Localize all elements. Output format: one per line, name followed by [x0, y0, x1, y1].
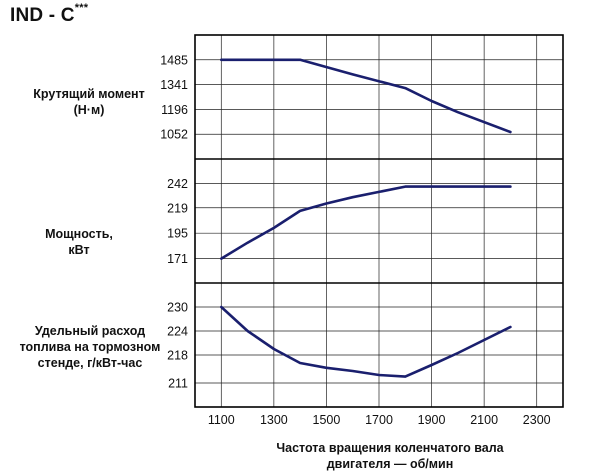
- fuel-label-line2: топлива на тормозном: [19, 340, 161, 354]
- page-title: IND - C***: [10, 2, 89, 27]
- fuel-label-line1: Удельный расход: [34, 324, 146, 338]
- torque-label-line2: (Н·м): [73, 103, 105, 117]
- y-tick-label: 219: [167, 201, 188, 215]
- power-series-line: [220, 185, 512, 260]
- x-tick-label: 1100: [208, 413, 235, 427]
- x-tick-label: 1700: [365, 413, 393, 427]
- fuel-label-line3: стенде, г/кВт-час: [37, 356, 143, 370]
- x-tick-label: 1900: [418, 413, 446, 427]
- y-tick-label: 218: [167, 349, 188, 363]
- power-label-line2: кВт: [68, 243, 90, 257]
- y-tick-label: 224: [167, 325, 188, 339]
- x-axis-label-line2: двигателя — об/мин: [326, 457, 454, 471]
- title-superscript: ***: [74, 2, 89, 14]
- power-label-line1: Мощность,: [45, 227, 113, 241]
- y-tick-label: 1196: [161, 103, 188, 117]
- torque-label-line1: Крутящий момент: [33, 87, 145, 101]
- y-tick-label: 195: [167, 227, 188, 241]
- y-tick-label: 211: [168, 377, 188, 391]
- x-tick-label: 1500: [313, 413, 341, 427]
- y-tick-label: 230: [167, 301, 188, 315]
- power-panel-label: Мощность, кВт: [14, 226, 144, 258]
- fuel-consumption-series-line: [220, 305, 512, 378]
- torque-series-line: [220, 58, 512, 134]
- x-tick-label: 1300: [260, 413, 288, 427]
- x-tick-label: 2300: [523, 413, 551, 427]
- x-axis-label: Частота вращения коленчатого вала двигат…: [230, 440, 550, 472]
- torque-panel-label: Крутящий момент (Н·м): [14, 86, 164, 118]
- title-main: IND - C: [10, 5, 75, 26]
- plot-frame: [194, 34, 564, 408]
- y-tick-label: 1485: [160, 53, 188, 67]
- fuel-panel-label: Удельный расход топлива на тормозном сте…: [10, 323, 170, 371]
- x-axis-label-line1: Частота вращения коленчатого вала: [276, 441, 504, 455]
- y-tick-label: 1341: [160, 78, 188, 92]
- y-tick-label: 1052: [160, 128, 188, 142]
- y-tick-label: 242: [167, 177, 188, 191]
- x-tick-label: 2100: [470, 413, 498, 427]
- y-tick-label: 171: [167, 252, 188, 266]
